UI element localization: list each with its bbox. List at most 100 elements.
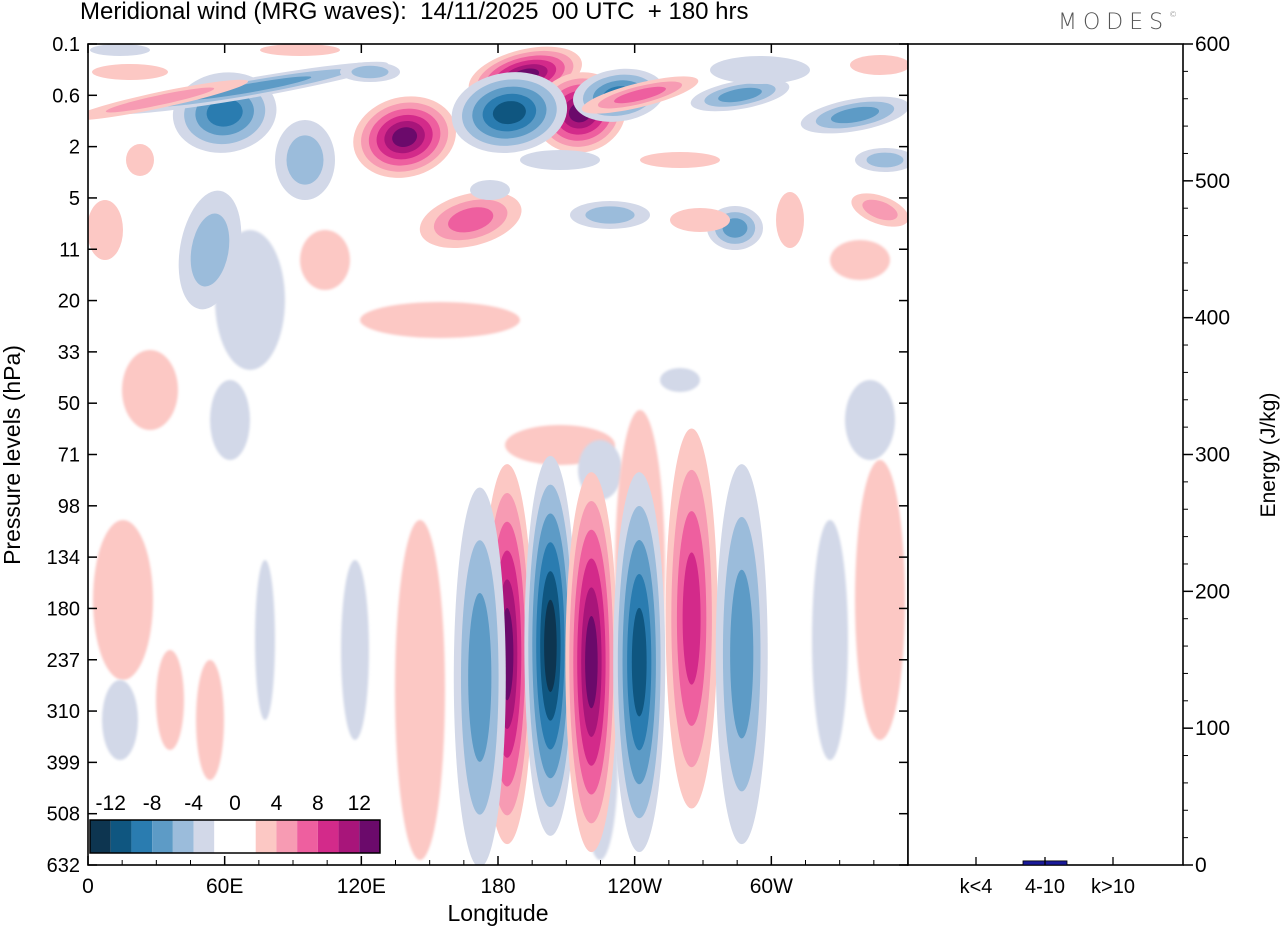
x-axis-label: Longitude bbox=[447, 900, 548, 926]
brand-text: MODES bbox=[1058, 10, 1170, 35]
energy-category-label: k<4 bbox=[960, 876, 993, 898]
positive-wind-patch bbox=[93, 520, 153, 680]
negative-wind-streak bbox=[470, 180, 510, 200]
negative-wind-streak bbox=[866, 152, 904, 168]
energy-bar-chart: k<4 4-10 k>10 bbox=[960, 857, 1135, 898]
negative-wind-streak bbox=[520, 150, 600, 170]
negative-wind-patch bbox=[255, 560, 275, 720]
heatmap-field bbox=[88, 44, 908, 865]
colorbar-swatch bbox=[255, 820, 277, 853]
x-tick-label: 120W bbox=[607, 875, 662, 898]
energy-y-axis: 0 100 200 300 400 500 600 bbox=[1183, 33, 1230, 877]
positive-wind-cell bbox=[448, 207, 494, 233]
negative-wind-patch bbox=[210, 380, 250, 460]
y-tick-label: 5 bbox=[69, 188, 80, 210]
chart-title: Meridional wind (MRG waves): 14/11/2025 … bbox=[80, 0, 749, 25]
colorbar-swatch bbox=[131, 820, 153, 853]
negative-wind-cell bbox=[468, 593, 492, 762]
y-tick-label: 180 bbox=[47, 598, 80, 620]
negative-wind-cell bbox=[544, 599, 557, 692]
negative-wind-patch bbox=[102, 680, 138, 760]
negative-wind-streak bbox=[710, 56, 810, 84]
colorbar: -12 -8 -4 0 4 8 12 bbox=[89, 792, 381, 854]
x-tick-label: 180 bbox=[480, 875, 515, 898]
y-tick-label: 11 bbox=[59, 239, 80, 261]
positive-wind-streak bbox=[126, 144, 154, 176]
positive-wind-patch bbox=[830, 240, 890, 280]
colorbar-swatch bbox=[193, 820, 215, 853]
negative-wind-cell bbox=[631, 607, 647, 717]
negative-wind-patch bbox=[845, 380, 895, 460]
negative-wind-streak bbox=[718, 87, 762, 103]
y-tick-label: 632 bbox=[47, 855, 80, 877]
energy-tick-label: 200 bbox=[1195, 580, 1230, 603]
colorbar-swatch bbox=[90, 820, 111, 853]
energy-tick-label: 300 bbox=[1195, 444, 1230, 467]
negative-wind-cell bbox=[730, 569, 754, 739]
positive-wind-cell bbox=[392, 127, 418, 148]
negative-wind-patch bbox=[812, 520, 848, 760]
positive-wind-patch bbox=[360, 302, 520, 338]
positive-wind-patch bbox=[156, 650, 184, 750]
colorbar-swatch bbox=[110, 820, 132, 853]
positive-wind-cell bbox=[682, 552, 701, 685]
negative-wind-streak bbox=[830, 106, 880, 124]
colorbar-label: 4 bbox=[271, 792, 283, 815]
y-tick-label: 134 bbox=[47, 547, 80, 569]
y-tick-label: 399 bbox=[47, 752, 80, 774]
positive-wind-streak bbox=[92, 64, 168, 80]
x-tick-label: 60W bbox=[750, 875, 793, 898]
colorbar-swatch bbox=[338, 820, 360, 853]
positive-wind-streak bbox=[862, 199, 898, 221]
energy-tick-label: 100 bbox=[1195, 717, 1230, 740]
negative-wind-streak bbox=[585, 206, 635, 224]
brand-mark: © bbox=[1169, 10, 1178, 19]
positive-wind-cell bbox=[585, 616, 598, 709]
y-axis-label: Pressure levels (hPa) bbox=[0, 345, 25, 565]
colorbar-frame bbox=[89, 819, 381, 854]
y-tick-label: 508 bbox=[47, 804, 80, 826]
colorbar-swatch bbox=[152, 820, 173, 853]
colorbar-swatch bbox=[317, 820, 339, 853]
y-tick-label: 50 bbox=[58, 393, 80, 415]
x-tick-label: 60E bbox=[206, 875, 243, 898]
negative-wind-patch bbox=[341, 560, 369, 740]
energy-panel-frame bbox=[907, 43, 1184, 866]
negative-wind-streak bbox=[190, 213, 230, 287]
positive-wind-streak bbox=[105, 87, 215, 113]
negative-wind-cell bbox=[206, 98, 243, 127]
y-tick-label: 20 bbox=[58, 291, 80, 313]
colorbar-label: 12 bbox=[348, 792, 371, 815]
colorbar-swatch bbox=[276, 820, 298, 853]
colorbar-swatch bbox=[172, 820, 194, 853]
energy-category-label: 4-10 bbox=[1025, 876, 1065, 898]
colorbar-label: -8 bbox=[143, 792, 162, 815]
negative-wind-streak bbox=[286, 135, 324, 185]
positive-wind-patch bbox=[122, 350, 178, 430]
positive-wind-streak bbox=[776, 192, 804, 248]
colorbar-swatch bbox=[297, 820, 318, 853]
energy-tick-label: 600 bbox=[1195, 33, 1230, 56]
positive-wind-streak bbox=[850, 55, 908, 75]
y-tick-label: 98 bbox=[58, 496, 80, 518]
energy-tick-label: 500 bbox=[1195, 170, 1230, 193]
colorbar-label: -12 bbox=[96, 792, 126, 815]
y-tick-label: 71 bbox=[58, 445, 80, 467]
positive-wind-streak bbox=[640, 152, 720, 168]
positive-wind-patch bbox=[395, 520, 445, 860]
colorbar-swatch bbox=[235, 820, 256, 853]
positive-wind-streak bbox=[614, 86, 666, 104]
x-tick-label: 120E bbox=[337, 875, 386, 898]
x-tick-label: 0 bbox=[82, 875, 94, 898]
brand-logo: MODES© bbox=[1058, 10, 1177, 35]
y-tick-label: 0.1 bbox=[52, 34, 80, 56]
colorbar-label: -4 bbox=[184, 792, 203, 815]
positive-wind-streak bbox=[88, 200, 123, 260]
negative-wind-streak bbox=[188, 76, 312, 100]
negative-wind-streak bbox=[90, 44, 150, 56]
positive-wind-streak bbox=[260, 44, 340, 56]
positive-wind-patch bbox=[855, 460, 905, 740]
negative-wind-streak bbox=[351, 65, 389, 79]
positive-wind-patch bbox=[196, 660, 224, 780]
